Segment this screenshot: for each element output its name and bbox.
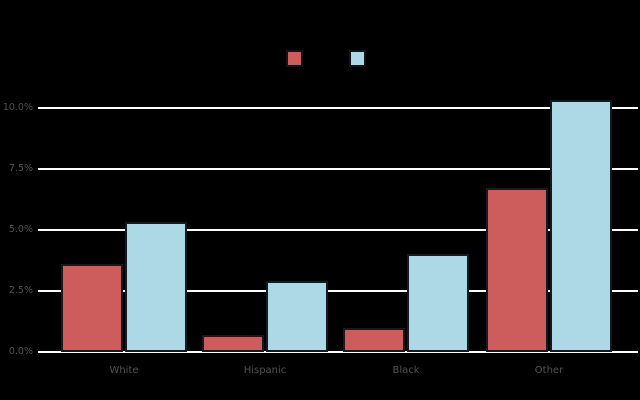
bar-red-other (486, 188, 548, 352)
y-tick-label: 5.0% (8, 223, 33, 235)
x-tick-label-white: White (109, 365, 139, 376)
gridline-5.0% (38, 228, 638, 231)
bar-red-black (343, 328, 405, 352)
x-tick-label-black: Black (392, 365, 420, 376)
bar-red-hispanic (202, 335, 264, 352)
bar-blue-other (550, 100, 612, 352)
gridline-7.5% (38, 167, 638, 170)
bar-blue-hispanic (266, 281, 328, 352)
gridline-10.0% (38, 106, 638, 109)
y-tick-label: 10.0% (2, 101, 33, 113)
bar-blue-black (407, 254, 469, 352)
x-tick-label-other: Other (534, 365, 564, 376)
gridline-0.0% (38, 351, 638, 353)
gridline-2.5% (38, 289, 638, 292)
y-tick-label: 0.0% (8, 346, 33, 357)
y-tick-label: 7.5% (8, 162, 33, 174)
bar-red-white (61, 264, 123, 352)
x-tick-label-hispanic: Hispanic (243, 365, 287, 376)
bar-blue-white (125, 222, 187, 352)
y-tick-label: 2.5% (8, 284, 33, 296)
legend-swatch-red (286, 50, 303, 67)
legend-swatch-blue (349, 50, 366, 67)
